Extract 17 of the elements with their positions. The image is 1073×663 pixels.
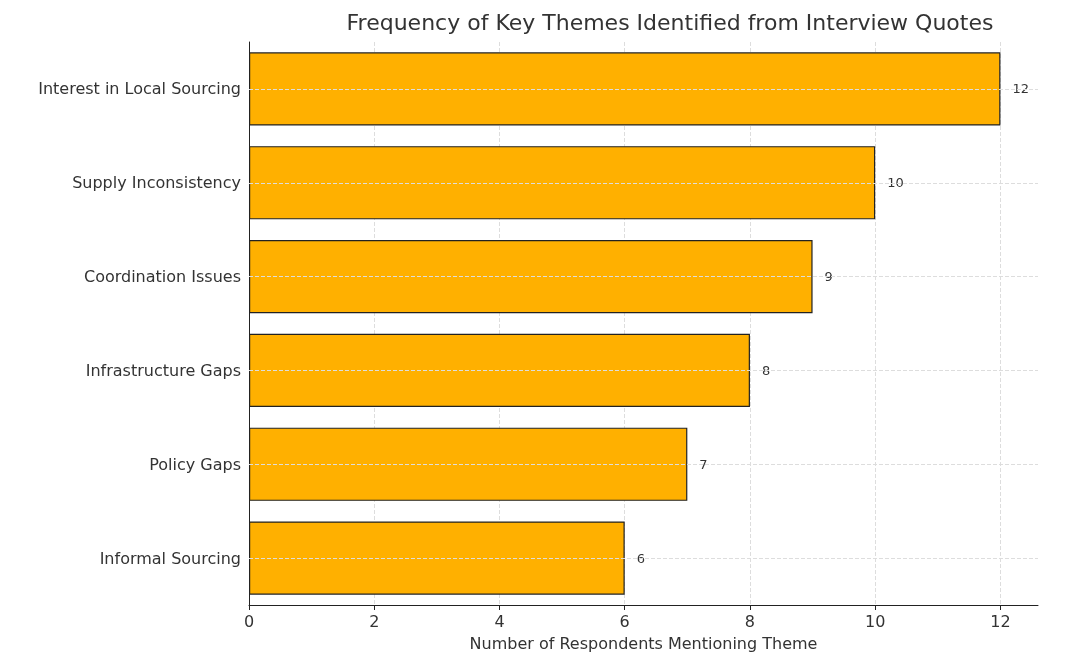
x-tick-label: 8 xyxy=(744,611,756,631)
x-tick-label: 12 xyxy=(990,611,1011,631)
x-tick-label: 2 xyxy=(369,611,380,631)
y-tick-label: Policy Gaps xyxy=(149,454,241,474)
x-tick-label: 4 xyxy=(494,611,505,631)
y-tick-label: Coordination Issues xyxy=(83,267,241,287)
chart-title: Frequency of Key Themes Identified from Interview Quotes xyxy=(346,9,994,35)
x-tick-label: 10 xyxy=(865,611,886,631)
y-tick-label: Supply Inconsistency xyxy=(72,173,241,193)
x-tick-label: 0 xyxy=(243,611,255,631)
y-tick-label: Interest in Local Sourcing xyxy=(38,79,241,99)
x-axis-title: Number of Respondents Mentioning Theme xyxy=(469,633,818,653)
x-tick-label: 6 xyxy=(619,611,630,631)
y-tick-label: Informal Sourcing xyxy=(99,548,241,568)
y-tick-label: Infrastructure Gaps xyxy=(85,360,241,380)
data-label: 7 xyxy=(699,456,708,472)
data-label: 10 xyxy=(887,175,904,191)
